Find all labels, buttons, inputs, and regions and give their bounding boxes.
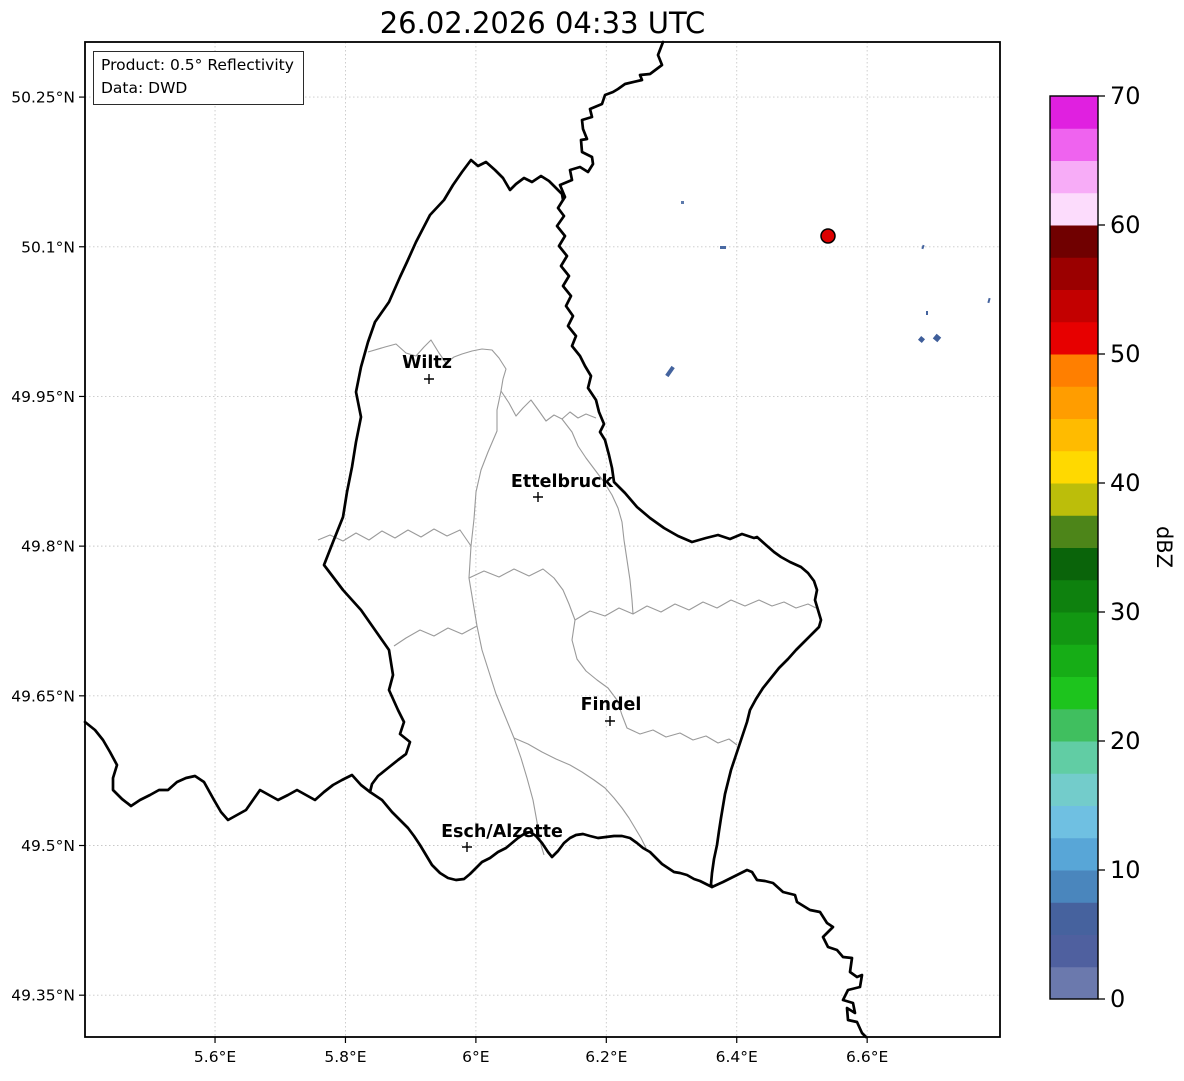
city-layer: Wiltz Ettelbruck Findel Esch/Alzette	[402, 353, 641, 852]
france-belgium-border	[83, 720, 372, 822]
axis-ticks: 5.6°E 5.8°E 6°E 6.2°E 6.4°E 6.6°E 50.25°N 50.1°…	[11, 89, 888, 1066]
product-info-line1: Product: 0.5° Reflectivity	[101, 56, 294, 74]
city-label: Wiltz	[402, 353, 452, 373]
colorbar-band	[1050, 676, 1098, 710]
red-cell-marker	[820, 228, 836, 244]
y-tick-label: 49.65°N	[11, 687, 75, 705]
colorbar-frame	[1049, 95, 1099, 1000]
colorbar-band	[1050, 741, 1098, 774]
radar-echo	[917, 335, 926, 344]
radar-echo	[720, 246, 726, 249]
colorbar: 0 10 20 30 40 50 60 70	[1049, 82, 1141, 1013]
radar-echo	[921, 244, 925, 250]
colorbar-band	[1050, 483, 1098, 516]
city-marker	[533, 492, 543, 502]
colorbar-band	[1050, 547, 1098, 581]
colorbar-band	[1050, 96, 1098, 129]
colorbar-tick-label: 30	[1110, 598, 1141, 626]
colorbar-band	[1050, 612, 1098, 645]
colorbar-band	[1050, 708, 1098, 742]
colorbar-tick-label: 40	[1110, 469, 1141, 497]
x-tick-label: 6°E	[462, 1048, 489, 1066]
colorbar-band	[1050, 418, 1098, 452]
y-tick-label: 49.35°N	[11, 987, 75, 1005]
colorbar-band	[1050, 386, 1098, 419]
colorbar-band	[1050, 805, 1098, 839]
luxembourg-border	[322, 158, 823, 889]
colorbar-band	[1050, 192, 1098, 226]
colorbar-band	[1050, 321, 1098, 355]
colorbar-tick-label: 10	[1110, 856, 1141, 884]
city-marker	[605, 716, 615, 726]
colorbar-tick-label: 70	[1110, 82, 1141, 110]
y-tick-label: 50.1°N	[21, 238, 75, 256]
x-tick-label: 5.8°E	[324, 1048, 366, 1066]
city-label: Esch/Alzette	[441, 822, 563, 842]
canton-border-grevenmacher	[574, 599, 817, 621]
x-tick-label: 6.2°E	[585, 1048, 627, 1066]
x-tick-label: 6.4°E	[716, 1048, 758, 1066]
colorbar-band	[1050, 773, 1098, 806]
france-germany-border	[710, 868, 868, 1039]
plot-title: 26.02.2026 04:33 UTC	[379, 6, 706, 40]
colorbar-unit-label: dBZ	[1152, 526, 1176, 568]
colorbar-band	[1050, 515, 1098, 548]
colorbar-tick-label: 60	[1110, 211, 1141, 239]
colorbar-band	[1050, 450, 1098, 484]
radar-echo-layer	[665, 201, 991, 378]
y-tick-label: 50.25°N	[11, 89, 75, 107]
map-background	[85, 42, 1000, 1037]
city-label: Ettelbruck	[511, 472, 614, 492]
y-tick-label: 49.8°N	[21, 538, 75, 556]
colorbar-band	[1050, 225, 1098, 258]
city-label: Findel	[581, 695, 642, 715]
y-tick-label: 49.95°N	[11, 388, 75, 406]
colorbar-band	[1050, 579, 1098, 613]
belgium-germany-border	[558, 40, 665, 202]
canton-border-north	[367, 339, 597, 422]
colorbar-band	[1050, 934, 1098, 968]
city-marker	[424, 374, 434, 384]
station-marker-layer	[820, 228, 836, 244]
product-info-box: Product: 0.5° Reflectivity Data: DWD	[93, 51, 304, 105]
canton-border-south	[513, 737, 647, 849]
colorbar-band	[1050, 289, 1098, 323]
colorbar-band	[1050, 257, 1098, 290]
colorbar-tick-label: 20	[1110, 727, 1141, 755]
country-borders	[83, 40, 868, 1039]
radar-echo	[932, 333, 942, 343]
colorbar-band	[1050, 902, 1098, 935]
colorbar-band	[1050, 966, 1098, 1000]
canton-border-diekirch-east	[561, 418, 634, 615]
colorbar-band	[1050, 644, 1098, 677]
colorbar-tick-label: 50	[1110, 340, 1141, 368]
colorbar-band	[1050, 870, 1098, 903]
x-tick-label: 6.6°E	[846, 1048, 888, 1066]
plot-frame	[84, 41, 1001, 1038]
grid-lines	[85, 42, 1000, 1037]
y-tick-label: 49.5°N	[21, 837, 75, 855]
colorbar-band	[1050, 354, 1098, 387]
canton-border-middle-east	[468, 568, 738, 746]
colorbar-band	[1050, 128, 1098, 161]
colorbar-band	[1050, 160, 1098, 194]
radar-echo	[926, 311, 928, 315]
colorbar-band	[1050, 837, 1098, 871]
canton-border-west	[317, 528, 472, 547]
canton-border-central-vertical	[468, 390, 545, 856]
radar-echo	[987, 297, 991, 304]
radar-echo	[665, 365, 675, 378]
city-marker	[462, 842, 472, 852]
canton-borders	[317, 339, 817, 856]
product-info-line2: Data: DWD	[101, 78, 188, 97]
radar-echo	[681, 201, 684, 204]
canton-border-redange	[393, 625, 478, 647]
colorbar-tick-label: 0	[1110, 985, 1125, 1013]
x-tick-label: 5.6°E	[194, 1048, 236, 1066]
